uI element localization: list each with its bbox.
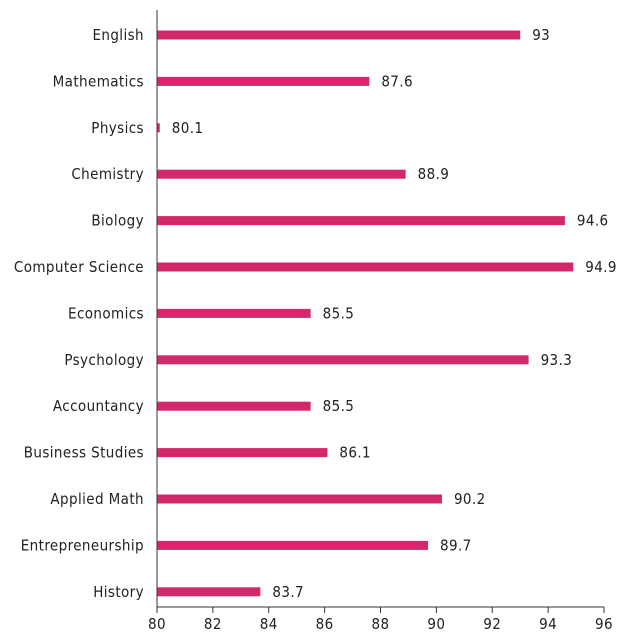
x-tick-label: 92 — [483, 615, 501, 633]
bars-layer — [157, 30, 574, 597]
category-label: Applied Math — [50, 490, 144, 508]
category-label: Computer Science — [14, 258, 144, 276]
bar-chemistry — [157, 169, 406, 179]
bar-mathematics — [157, 76, 370, 86]
category-label: Economics — [68, 304, 144, 322]
category-label: Physics — [91, 119, 144, 137]
value-labels: 93 87.6 80.1 88.9 94.6 94.9 85.5 93.3 85.5 86.1 90… — [172, 26, 617, 601]
bar-accountancy — [157, 401, 311, 411]
bar-applied-math — [157, 494, 442, 504]
category-label: Accountancy — [53, 397, 144, 415]
value-label: 93.3 — [541, 351, 573, 369]
value-label: 94.6 — [577, 212, 609, 230]
bar-computer-science — [157, 262, 574, 272]
category-label: English — [92, 26, 144, 44]
value-label: 88.9 — [418, 165, 450, 183]
x-tick-label: 88 — [372, 615, 390, 633]
category-label: Biology — [91, 212, 144, 230]
x-tick-label: 82 — [204, 615, 222, 633]
bar-physics — [157, 123, 160, 133]
category-label: Entrepreneurship — [21, 536, 144, 554]
bar-psychology — [157, 355, 529, 365]
value-label: 87.6 — [381, 72, 413, 90]
x-tick-label: 84 — [260, 615, 278, 633]
category-label: Psychology — [64, 351, 144, 369]
category-label: History — [93, 583, 144, 601]
value-label: 89.7 — [440, 536, 472, 554]
x-tick-label: 86 — [316, 615, 334, 633]
x-tick-label: 96 — [595, 615, 613, 633]
x-tick-label: 90 — [427, 615, 445, 633]
category-labels: English Mathematics Physics Chemistry Biolog… — [14, 26, 144, 601]
value-label: 93 — [532, 26, 550, 44]
category-label: Business Studies — [24, 444, 144, 462]
value-label: 80.1 — [172, 119, 204, 137]
bar-english — [157, 30, 521, 40]
bar-history — [157, 587, 261, 597]
bar-entrepreneurship — [157, 540, 428, 550]
x-tick-label: 94 — [539, 615, 557, 633]
bar-business-studies — [157, 448, 328, 458]
bar-biology — [157, 216, 565, 226]
x-axis: 80 82 84 86 88 90 92 94 96 — [148, 10, 613, 633]
value-label: 90.2 — [454, 490, 486, 508]
value-label: 85.5 — [323, 397, 355, 415]
value-label: 85.5 — [323, 304, 355, 322]
value-label: 83.7 — [272, 583, 304, 601]
category-label: Chemistry — [71, 165, 144, 183]
value-label: 94.9 — [585, 258, 617, 276]
category-label: Mathematics — [53, 72, 144, 90]
value-label: 86.1 — [339, 444, 371, 462]
x-tick-label: 80 — [148, 615, 166, 633]
bar-economics — [157, 308, 311, 318]
